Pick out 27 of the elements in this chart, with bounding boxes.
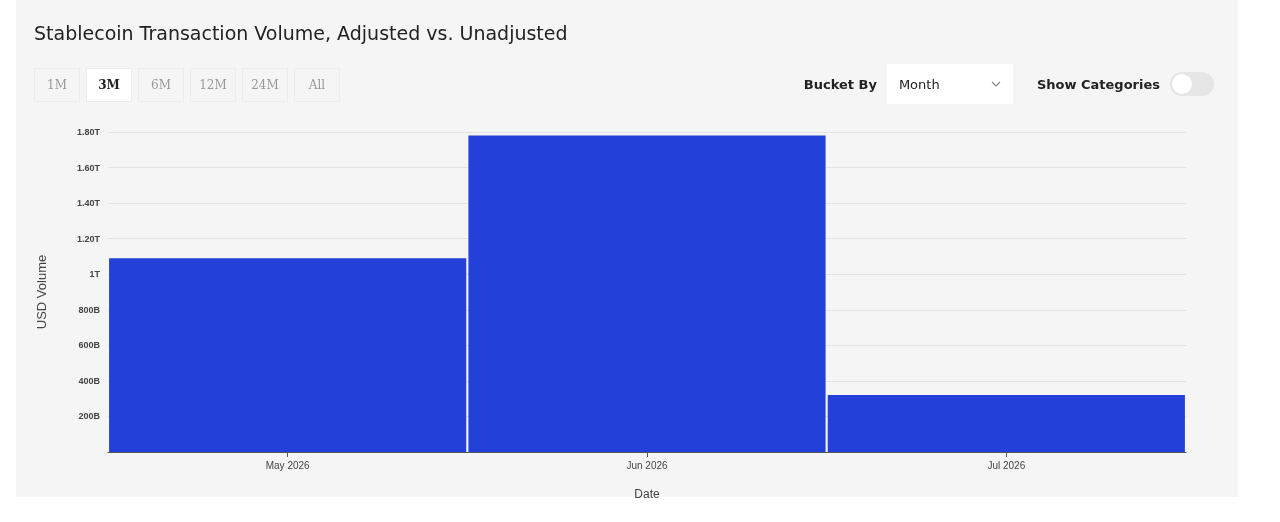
x-axis-title: Date — [634, 487, 660, 501]
y-tick-label: 600B — [78, 340, 101, 351]
bar — [468, 135, 826, 452]
bar — [109, 258, 467, 452]
x-tick-label: May 2026 — [265, 459, 311, 471]
text: 12M — [190, 68, 236, 102]
y-tick-label: 800B — [78, 304, 101, 315]
y-tick-label: 1.60T — [76, 162, 101, 173]
y-tick-label: 1.20T — [76, 233, 101, 244]
y-tick-label: 1.80T — [76, 127, 101, 137]
text: Show Categories — [1036, 76, 1160, 92]
y-tick-label: 1T — [89, 269, 101, 280]
x-tick-label: Jul 2026 — [987, 459, 1026, 471]
text: 3M — [86, 68, 132, 102]
bar — [827, 395, 1185, 452]
text: All — [294, 68, 340, 102]
text: Bucket By — [803, 76, 877, 92]
x-tick-label: Jun 2026 — [626, 459, 669, 471]
chart-title: Stablecoin Transaction Volume, Adjusted vs. Unadjusted — [34, 22, 568, 44]
y-tick-label: 1.40T — [76, 198, 101, 209]
y-axis-title: USD Volume — [34, 254, 49, 330]
text: 24M — [242, 68, 288, 102]
dropdown-field: Month — [886, 64, 1013, 104]
text: 6M — [138, 68, 184, 102]
text: 1M — [34, 68, 80, 102]
y-tick-label: 400B — [78, 375, 101, 386]
y-tick-label: 200B — [78, 411, 101, 422]
